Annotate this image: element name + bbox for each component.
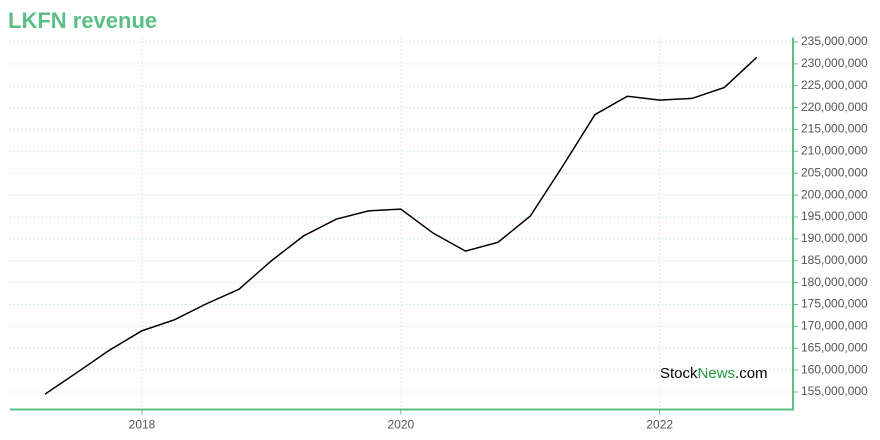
line xyxy=(44,56,758,395)
y-tick-label: 190,000,000 xyxy=(801,231,868,245)
x-tick-label: 2020 xyxy=(388,418,415,432)
y-tick-label: 170,000,000 xyxy=(801,319,868,333)
y-tick-label: 165,000,000 xyxy=(801,340,868,354)
y-tick-label: 220,000,000 xyxy=(801,100,868,114)
y-tick-label: 195,000,000 xyxy=(801,209,868,223)
x-tick-label: 2022 xyxy=(646,418,673,432)
x-tick-label: 2018 xyxy=(129,418,156,432)
watermark: StockNews.com xyxy=(660,365,768,382)
watermark-part: News xyxy=(698,365,736,382)
y-tick-label: 175,000,000 xyxy=(801,297,868,311)
y-tick-label: 160,000,000 xyxy=(801,362,868,376)
y-tick-label: 230,000,000 xyxy=(801,56,868,70)
y-tick-label: 155,000,000 xyxy=(801,384,868,398)
y-tick-label: 185,000,000 xyxy=(801,253,868,267)
y-tick-label: 225,000,000 xyxy=(801,78,868,92)
watermark-part: .com xyxy=(735,365,768,382)
y-tick-label: 200,000,000 xyxy=(801,187,868,201)
y-tick-label: 205,000,000 xyxy=(801,165,868,179)
y-tick-label: 235,000,000 xyxy=(801,34,868,48)
y-tick-label: 215,000,000 xyxy=(801,122,868,136)
y-tick-label: 180,000,000 xyxy=(801,275,868,289)
watermark-part: Stock xyxy=(660,365,698,382)
y-tick-label: 210,000,000 xyxy=(801,144,868,158)
chart-title: LKFN revenue xyxy=(8,8,157,33)
